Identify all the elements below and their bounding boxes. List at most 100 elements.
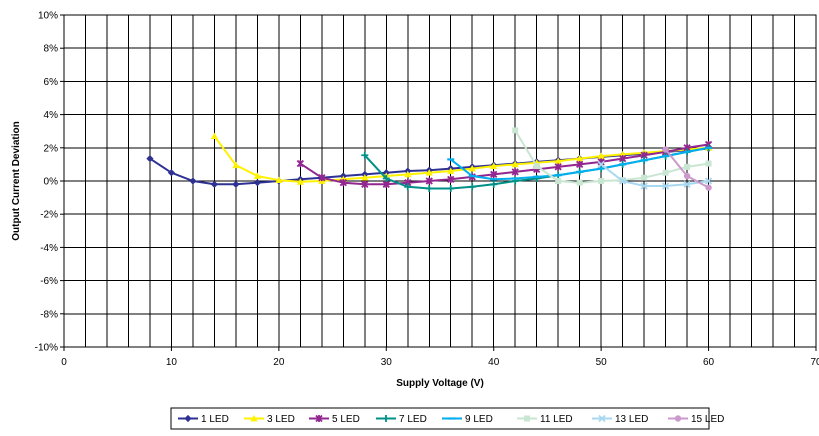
legend-swatch-marker bbox=[524, 415, 530, 422]
y-tick-label: -4% bbox=[40, 243, 58, 254]
x-tick-label: 40 bbox=[488, 357, 500, 368]
legend-entry: 15 LED bbox=[668, 414, 724, 425]
series-line bbox=[514, 129, 709, 184]
data-point bbox=[683, 172, 691, 180]
data-point bbox=[382, 175, 390, 183]
y-tick-label: 0% bbox=[44, 177, 59, 188]
y-tick-label: -2% bbox=[40, 210, 58, 221]
data-point bbox=[511, 160, 519, 168]
data-point bbox=[554, 163, 562, 171]
data-point bbox=[189, 177, 197, 185]
data-point bbox=[404, 183, 412, 191]
data-point bbox=[210, 180, 218, 188]
data-point bbox=[490, 162, 498, 169]
legend-box bbox=[170, 407, 710, 430]
data-point bbox=[555, 178, 562, 184]
legend-swatch-marker bbox=[315, 414, 323, 423]
y-axis-ticks: -10% -8% -6% -4% -2% 0% 2% 4% 6% 8% 10% bbox=[35, 11, 64, 354]
x-tick-label: 60 bbox=[703, 357, 715, 368]
data-point bbox=[662, 146, 669, 153]
data-point bbox=[684, 163, 691, 170]
data-point bbox=[597, 152, 605, 159]
data-point bbox=[425, 184, 433, 192]
data-point bbox=[167, 169, 176, 177]
legend-label: 3 LED bbox=[267, 414, 295, 425]
data-point bbox=[641, 174, 648, 181]
data-point bbox=[361, 174, 369, 181]
y-tick-label: -10% bbox=[35, 343, 58, 354]
legend-swatch-marker bbox=[250, 414, 258, 422]
data-point bbox=[318, 174, 326, 182]
legend-entry: 11 LED bbox=[517, 414, 573, 425]
legend-swatch-marker bbox=[598, 414, 606, 423]
data-point bbox=[661, 182, 670, 190]
x-axis-title: Supply Voltage (V) bbox=[396, 378, 484, 389]
data-point bbox=[468, 164, 476, 172]
data-point bbox=[597, 160, 605, 169]
data-point bbox=[361, 180, 369, 188]
legend-label: 5 LED bbox=[332, 414, 360, 425]
x-axis-ticks: 0 10 20 30 40 50 60 70 bbox=[61, 347, 819, 368]
data-point bbox=[447, 167, 455, 174]
data-point bbox=[704, 177, 713, 185]
y-tick-label: 2% bbox=[44, 143, 59, 154]
data-point bbox=[339, 179, 347, 187]
x-tick-label: 30 bbox=[381, 357, 393, 368]
series-layer bbox=[146, 127, 713, 192]
data-point bbox=[232, 180, 240, 188]
data-point bbox=[146, 154, 154, 163]
data-point bbox=[296, 159, 304, 168]
data-point bbox=[404, 170, 412, 178]
data-point bbox=[640, 182, 648, 190]
data-point bbox=[425, 177, 433, 185]
y-tick-label: 8% bbox=[44, 44, 59, 55]
series-line bbox=[600, 163, 709, 187]
data-point bbox=[447, 184, 455, 192]
data-point bbox=[533, 163, 540, 170]
legend-entry: 5 LED bbox=[309, 414, 360, 425]
legend-swatch-marker bbox=[382, 415, 390, 422]
data-point bbox=[705, 184, 712, 191]
data-point bbox=[447, 175, 455, 183]
legend-label: 13 LED bbox=[615, 414, 648, 425]
legend-entry: 3 LED bbox=[244, 414, 295, 425]
y-tick-label: 10% bbox=[38, 11, 58, 22]
data-point bbox=[275, 176, 283, 184]
data-point bbox=[705, 160, 712, 167]
data-point bbox=[512, 127, 519, 134]
data-point bbox=[490, 170, 498, 178]
data-point bbox=[210, 132, 218, 140]
series-13-led bbox=[597, 160, 713, 190]
data-point bbox=[468, 183, 476, 191]
legend-swatch-marker bbox=[184, 414, 192, 423]
legend-label: 9 LED bbox=[465, 414, 493, 425]
data-point bbox=[361, 151, 369, 159]
series-9-led bbox=[447, 146, 713, 181]
data-point bbox=[232, 161, 240, 169]
data-point bbox=[425, 169, 433, 176]
legend-entry: 1 LED bbox=[178, 414, 229, 425]
legend-entry: 13 LED bbox=[592, 414, 648, 425]
series-5-led bbox=[296, 140, 713, 188]
y-tick-label: -8% bbox=[40, 309, 58, 320]
legend-entry: 9 LED bbox=[442, 414, 493, 425]
legend-label: 15 LED bbox=[691, 414, 724, 425]
y-tick-label: -6% bbox=[40, 276, 58, 287]
data-point bbox=[576, 154, 584, 162]
legend-label: 7 LED bbox=[399, 414, 427, 425]
x-tick-label: 0 bbox=[61, 357, 67, 368]
data-point bbox=[296, 178, 304, 185]
legend-entry: 7 LED bbox=[376, 414, 427, 425]
legend: 1 LED 3 LED 5 LED 7 LED 9 LED 11 LED 13 LED 15 … bbox=[170, 407, 724, 430]
series-line bbox=[299, 143, 709, 186]
legend-label: 1 LED bbox=[201, 414, 229, 425]
x-tick-label: 50 bbox=[596, 357, 608, 368]
series-line bbox=[213, 135, 709, 183]
data-point bbox=[490, 180, 498, 188]
legend-swatch-marker bbox=[674, 415, 682, 422]
data-point bbox=[554, 157, 562, 164]
data-point bbox=[618, 177, 627, 185]
data-point bbox=[511, 168, 519, 176]
y-tick-label: 6% bbox=[44, 77, 59, 88]
